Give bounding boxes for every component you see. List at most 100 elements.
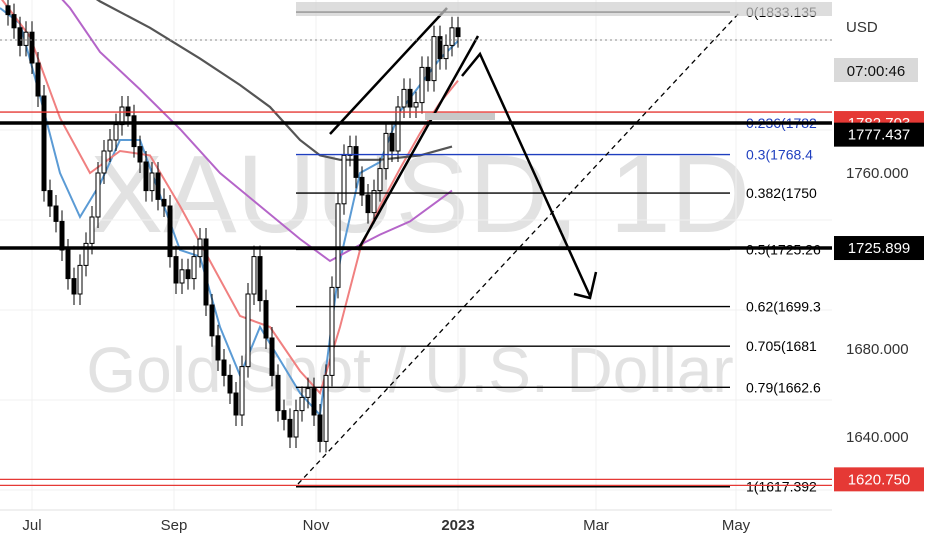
candle-body xyxy=(287,418,293,438)
fib-level-label: 1(1617.392 xyxy=(746,479,817,495)
candle-body xyxy=(47,190,53,207)
price-tick-label: 1640.000 xyxy=(846,429,909,446)
wedge-lower-line[interactable] xyxy=(356,35,480,251)
drawings[interactable] xyxy=(297,7,741,485)
top-resistance-band xyxy=(296,2,832,16)
moving-average-line xyxy=(0,7,459,418)
candle-body xyxy=(443,44,449,60)
candle-body xyxy=(425,66,431,82)
candle-body xyxy=(137,146,143,163)
price-axis[interactable]: USD 07:00:46 1680.000 1640.000 1760.000 17… xyxy=(834,19,924,492)
highlight-box xyxy=(425,113,495,120)
candle-body xyxy=(11,14,17,29)
time-tick-label: Sep xyxy=(161,517,188,534)
candle-body xyxy=(299,396,305,412)
time-axis[interactable]: Jul Sep Nov 2023 Mar May xyxy=(0,509,832,534)
candle-body xyxy=(155,172,161,200)
candle-body xyxy=(347,146,353,156)
wedge-upper-line[interactable] xyxy=(329,7,448,135)
candle-body xyxy=(71,278,77,295)
candle-body xyxy=(419,66,425,104)
price-badge-label: 1725.899 xyxy=(848,240,911,257)
price-badge-label: 1777.437 xyxy=(848,127,911,144)
candle-body xyxy=(281,410,287,420)
candle-body xyxy=(227,374,233,394)
candle-body xyxy=(335,203,341,288)
candle-body xyxy=(305,388,311,398)
moving-average-line xyxy=(61,0,453,263)
candle-body xyxy=(221,359,227,376)
candle-body xyxy=(77,264,83,295)
countdown-badge xyxy=(834,58,918,82)
price-badge-label: 1620.750 xyxy=(848,471,911,488)
fib-level-label: 0.3(1768.4 xyxy=(746,147,813,163)
candle-body xyxy=(83,242,89,266)
candle-body xyxy=(245,293,251,368)
candle-body xyxy=(191,256,197,280)
candle-body xyxy=(17,27,23,46)
candle-body xyxy=(23,31,29,46)
candle-body xyxy=(395,106,401,152)
candle-body xyxy=(365,194,371,214)
candle-body xyxy=(41,95,47,192)
candle-body xyxy=(389,132,395,152)
candle-body xyxy=(161,198,167,207)
candle-body xyxy=(5,5,11,16)
candle-body xyxy=(131,115,137,148)
countdown-timer: 07:00:46 xyxy=(847,63,905,80)
axis-labels: 1680.000 1640.000 1760.000 xyxy=(846,165,909,446)
fibonacci-retracement[interactable]: 0(1833.1350.236(17820.3(1768.40.382(1750… xyxy=(296,4,821,495)
horizontal-levels[interactable] xyxy=(0,111,832,487)
candle-body xyxy=(233,392,239,416)
candle-body xyxy=(107,139,113,152)
candle-body xyxy=(269,337,275,376)
candle-body xyxy=(377,168,383,192)
candle-body xyxy=(257,256,263,302)
candle-body xyxy=(275,374,281,412)
price-tick-label: 1760.000 xyxy=(846,165,909,182)
currency-label: USD xyxy=(846,19,878,36)
price-badge xyxy=(834,236,924,261)
time-tick-label: Jul xyxy=(22,517,41,534)
candle-body xyxy=(311,388,317,416)
price-badge xyxy=(834,122,924,147)
candle-body xyxy=(431,36,437,82)
candle-body xyxy=(341,154,347,205)
candle-body xyxy=(293,410,299,438)
candle-body xyxy=(95,172,101,218)
watermark-description: Gold Spot / U.S. Dollar xyxy=(86,334,733,406)
projection-path[interactable] xyxy=(461,51,592,297)
candle-body xyxy=(455,27,461,38)
time-tick-label: Mar xyxy=(583,517,609,534)
candle-body xyxy=(437,36,443,60)
candle-body xyxy=(371,190,377,214)
candle-body xyxy=(65,249,71,280)
fib-level-label: 0.62(1699.3 xyxy=(746,299,821,315)
candle-body xyxy=(167,205,173,258)
time-tick-label: 2023 xyxy=(441,517,474,534)
candle-body xyxy=(173,256,179,284)
candle-body xyxy=(59,220,65,251)
candle-body xyxy=(251,256,257,295)
candle-body xyxy=(101,150,107,174)
candle-body xyxy=(209,304,215,337)
candle-body xyxy=(323,374,329,442)
fib-level-label: 0.79(1662.6 xyxy=(746,379,821,395)
candle-body xyxy=(449,27,455,46)
candle-body xyxy=(383,132,389,170)
candle-body xyxy=(89,216,95,244)
candle-body xyxy=(35,62,41,97)
moving-average-line xyxy=(1,0,459,395)
candle-body xyxy=(179,269,185,284)
candle-body xyxy=(353,146,359,178)
candle-body xyxy=(413,102,419,108)
candle-body xyxy=(185,269,191,280)
time-tick-label: May xyxy=(722,517,751,534)
candle-body xyxy=(401,88,407,108)
projection-arrowhead xyxy=(573,271,598,300)
fib-level-label: 0.705(1681 xyxy=(746,338,817,354)
candle-body xyxy=(407,88,413,108)
